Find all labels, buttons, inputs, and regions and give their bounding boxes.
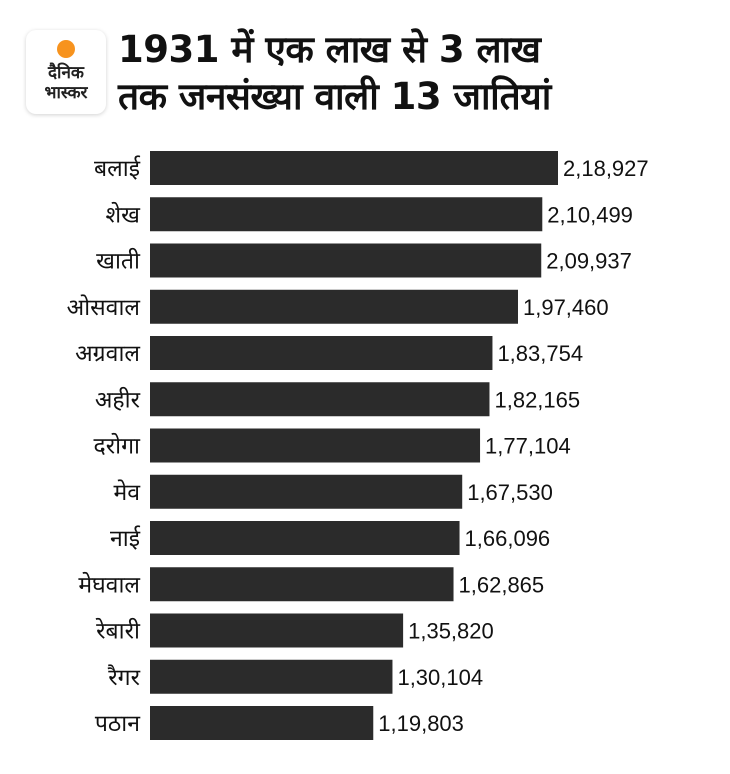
bar-11 [150,659,393,694]
logo-text-line2: भास्कर [44,83,88,103]
category-label: अहीर [95,386,141,413]
value-label: 1,30,104 [397,665,483,690]
value-label: 1,97,460 [523,295,609,320]
bar-5 [150,382,490,417]
category-label: मेघवाल [78,571,140,598]
value-label: 2,18,927 [563,156,649,181]
logo-text-line1: दैनिक [48,63,84,83]
category-label: पठान [95,711,141,737]
bar-6 [150,428,481,463]
value-label: 1,67,530 [467,480,553,505]
bar-4 [150,336,493,370]
category-label: नाई [110,525,141,552]
category-label: खाती [96,248,141,275]
bar-12 [150,706,374,740]
bar-2 [150,243,542,278]
value-label: 1,82,165 [494,387,580,412]
logo-sun-dot [57,40,75,58]
value-label: 2,09,937 [546,249,632,274]
bar-10 [150,613,404,648]
title-line2: तक जनसंख्या वाली 13 जातियां [118,75,551,118]
category-label: बलाई [94,155,141,182]
category-label: रेबारी [95,618,141,645]
bar-0 [150,151,558,185]
bar-8 [150,521,460,555]
bar-1 [150,197,543,232]
value-label: 1,35,820 [408,619,494,644]
bar-9 [150,567,454,602]
category-label: ओसवाल [67,294,141,321]
bar-3 [150,289,518,324]
bar-7 [150,474,463,509]
category-label: दरोगा [94,433,142,460]
value-label: 2,10,499 [547,202,633,227]
category-label: रैगर [107,664,140,691]
dainik-bhaskar-logo: दैनिक भास्कर [26,30,106,114]
value-label: 1,19,803 [378,711,464,736]
value-label: 1,66,096 [465,526,551,551]
title-line1: 1931 में एक लाख से 3 लाख [118,28,541,71]
value-label: 1,83,754 [497,341,583,366]
category-label: अग्रवाल [75,341,140,367]
value-label: 1,62,865 [459,572,545,597]
category-label: शेख [106,201,142,228]
category-label: मेव [113,479,141,506]
chart-title: 1931 में एक लाख से 3 लाख तक जनसंख्या वाल… [118,26,551,120]
value-label: 1,77,104 [485,434,571,459]
